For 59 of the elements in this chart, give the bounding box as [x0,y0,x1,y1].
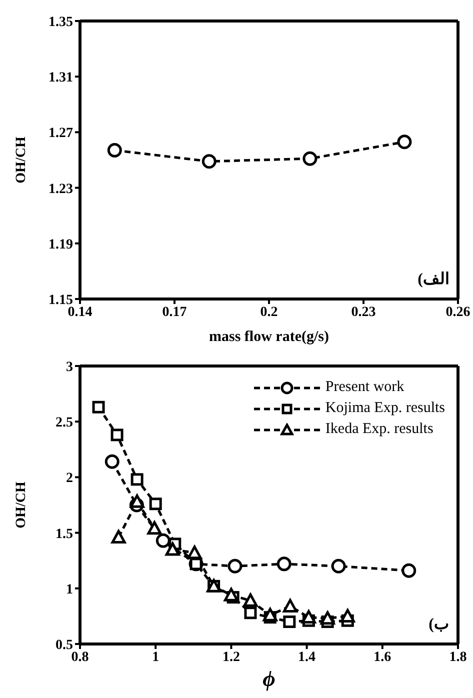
point [130,494,144,508]
y-axis-title: OH/CH [14,136,29,184]
point [340,608,355,622]
point [402,563,416,578]
point [228,558,242,574]
y-tick-label: 0.5 [56,638,73,653]
y-tick-label: 1.19 [48,237,73,252]
point [262,608,278,622]
x-tick-label: 1.2 [222,650,240,665]
point [156,533,170,548]
y-tick-label: 1 [66,582,73,598]
point [243,593,258,607]
x-tick-label: 1 [152,650,160,665]
point [202,154,216,169]
x-tick-label: 1.8 [449,650,467,665]
x-tick-label: 1.6 [374,650,392,665]
point [165,542,180,556]
y-tick-label: 1.23 [48,182,73,197]
x-tick-label: 0.26 [446,304,470,320]
y-tick-label: 1.27 [48,126,73,142]
legend-label: Present work [325,378,404,397]
point [149,498,162,510]
x-tick-label: 0.23 [351,304,376,320]
point [110,428,124,442]
point [187,546,202,560]
x-axis-title: ϕ [262,666,276,691]
point [130,473,144,486]
x-tick-label: 0.8 [71,650,89,665]
legend-label: Kojima Exp. results [325,399,445,418]
y-axis-title: OH/CH [14,482,29,528]
point [224,588,238,602]
point [190,558,202,570]
x-tick-label: 0.2 [260,304,278,320]
annotation: الف) [418,270,449,289]
legend-label: Ikeda Exp. results [325,420,434,439]
point [104,454,120,469]
x-axis-title: mass flow rate(g/s) [209,329,329,345]
y-tick-label: 3 [66,360,73,375]
x-tick-label: 1.4 [298,650,316,665]
point [276,556,292,572]
point [147,521,162,535]
y-tick-label: 1.35 [48,14,73,30]
point [302,151,318,166]
point [244,606,257,620]
point [282,598,298,612]
y-tick-label: 1.5 [56,526,73,542]
y-tick-label: 1.31 [48,70,73,86]
point [320,611,335,625]
annotation: ب) [428,615,449,634]
point [397,134,412,150]
point [111,530,126,544]
y-tick-label: 2 [66,471,73,486]
point [107,143,122,158]
y-tick-label: 2.5 [56,416,73,431]
x-tick-label: 0.17 [162,304,187,320]
point [331,558,346,574]
point [92,400,105,414]
point [301,610,316,624]
point [283,616,296,628]
